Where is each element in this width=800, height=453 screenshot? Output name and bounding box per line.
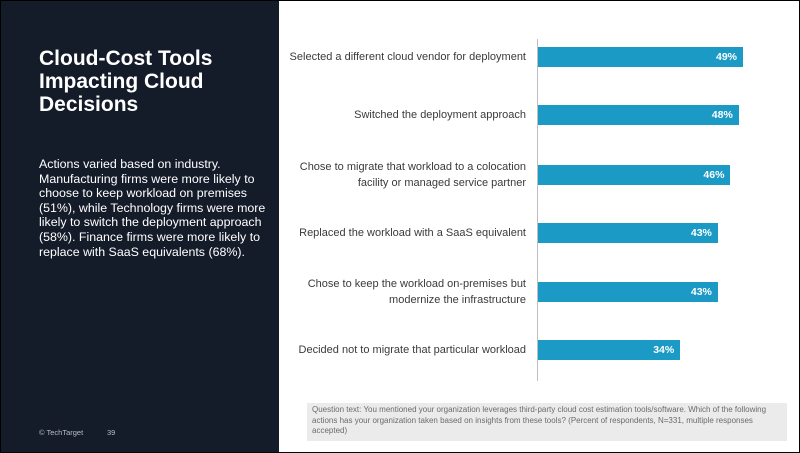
footer: © TechTarget	[39, 428, 84, 437]
value-label: 34%	[653, 344, 675, 356]
category-label: Chose to keep the workload on-premises b…	[307, 278, 526, 306]
category-label: Switched the deployment approach	[354, 109, 526, 121]
value-label: 48%	[711, 109, 733, 121]
category-label: Decided not to migrate that particular w…	[298, 344, 526, 356]
category-label: Chose to migrate that workload to a colo…	[299, 161, 526, 189]
slide-title: Cloud-Cost Tools Impacting Cloud Decisio…	[39, 47, 213, 116]
value-label: 46%	[703, 169, 725, 181]
side-panel: Cloud-Cost Tools Impacting Cloud Decisio…	[1, 1, 279, 452]
bar	[538, 165, 731, 185]
bar	[538, 282, 718, 302]
bar	[538, 340, 681, 360]
category-label: Selected a different cloud vendor for de…	[289, 51, 526, 63]
value-label: 43%	[690, 286, 712, 298]
value-label: 43%	[690, 227, 712, 239]
category-label: Replaced the workload with a SaaS equiva…	[299, 227, 526, 239]
bar	[538, 47, 743, 67]
slide-body: Actions varied based on industry. Manufa…	[39, 157, 266, 259]
axis-line	[537, 39, 538, 381]
page-number: 39	[107, 428, 116, 437]
bar	[538, 105, 739, 125]
bar	[538, 223, 718, 243]
question-note: Question text: You mentioned your organi…	[307, 403, 787, 441]
value-label: 49%	[715, 51, 737, 63]
